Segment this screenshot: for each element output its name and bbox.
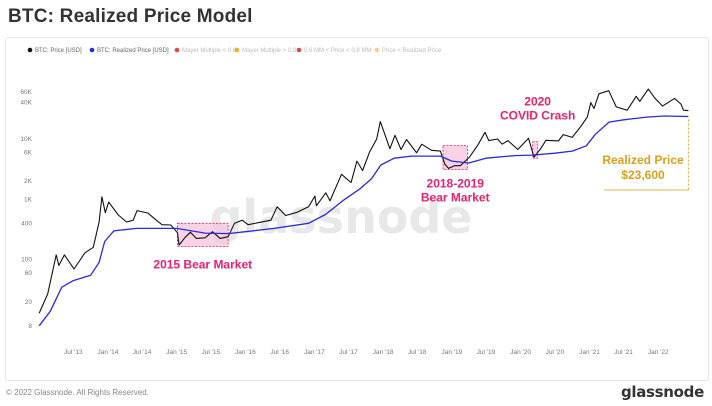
- x-tick-label-13: Jan '20: [510, 349, 531, 356]
- y-tick-label-1: 20: [25, 299, 33, 306]
- legend: BTC: Price [USD] BTC: Realized Price [USD…: [27, 47, 442, 54]
- y-tick-label-3: 100: [21, 257, 32, 264]
- x-tick-label-10: Jul '18: [408, 349, 427, 356]
- y-tick-label-2: 60: [25, 270, 33, 277]
- x-tick-label-8: Jul '17: [339, 349, 358, 356]
- watermark-text: glassnode: [210, 190, 473, 244]
- chart-svg: glassnode BTC: Price [USD] BTC: Realized …: [20, 47, 689, 356]
- x-tick-label-12: Jul '19: [477, 349, 496, 356]
- bear-2018-label-line2: Bear Market: [421, 191, 490, 205]
- covid-label-line2: COVID Crash: [500, 109, 575, 123]
- legend-marker-3: [234, 47, 240, 53]
- x-tick-label-6: Jul '16: [270, 349, 289, 356]
- legend-label-1: BTC: Realized Price [USD]: [97, 48, 169, 54]
- legend-label-2: Mayer Multiple < 0.6: [182, 48, 237, 54]
- y-tick-label-10: 60K: [20, 89, 32, 96]
- x-tick-label-3: Jan '15: [166, 349, 187, 356]
- x-tick-label-11: Jan '19: [441, 349, 462, 356]
- x-tick-label-2: Jul '14: [133, 349, 152, 356]
- y-tick-label-0: 8: [28, 323, 32, 330]
- copyright-text: © 2022 Glassnode. All Rights Reserved.: [6, 388, 149, 397]
- x-axis: Jul '13 Jan '14 Jul '14 Jan '15 Jul '15 Jan '…: [64, 349, 669, 356]
- realized-price-line: [38, 115, 689, 327]
- price-line: [38, 88, 689, 314]
- y-tick-label-4: 400: [21, 220, 32, 227]
- x-tick-label-17: Jan '22: [648, 349, 669, 356]
- bear-2015-label: 2015 Bear Market: [153, 258, 252, 272]
- legend-label-0: BTC: Price [USD]: [35, 48, 82, 54]
- y-tick-label-6: 2K: [24, 178, 33, 185]
- chart-card: glassnode BTC: Price [USD] BTC: Realized …: [5, 37, 709, 381]
- x-tick-label-5: Jan '16: [235, 349, 256, 356]
- page-title: BTC: Realized Price Model: [8, 6, 253, 27]
- highlight-boxes: [177, 141, 539, 247]
- y-tick-label-8: 10K: [20, 136, 32, 143]
- x-tick-label-14: Jul '20: [546, 349, 565, 356]
- y-axis: 8 20 60 100 400 1K 2K 6K 10K 40K 60K: [20, 89, 32, 330]
- x-tick-label-0: Jul '13: [64, 349, 83, 356]
- legend-marker-1: [89, 47, 95, 53]
- bear-2018-label-line1: 2018-2019: [427, 177, 485, 191]
- bear-2015-box: [177, 222, 229, 247]
- legend-label-3: Mayer Multiple > 0.8: [242, 48, 297, 54]
- legend-marker-5: [374, 47, 380, 53]
- x-tick-label-4: Jul '15: [201, 349, 220, 356]
- legend-marker-2: [174, 47, 180, 53]
- covid-label-line1: 2020: [524, 95, 551, 109]
- legend-label-5: Price < Realized Price: [382, 48, 442, 54]
- x-tick-label-9: Jan '18: [373, 349, 394, 356]
- covid-box: [532, 141, 539, 159]
- glassnode-logo[interactable]: glassnode: [620, 383, 704, 401]
- x-tick-label-15: Jan '21: [579, 349, 600, 356]
- y-tick-label-5: 1K: [24, 196, 33, 203]
- x-tick-label-1: Jan '14: [98, 349, 119, 356]
- realized-price-label-line1: Realized Price: [602, 153, 684, 167]
- legend-label-4: 0.6 MM < Price < 0.8 MM: [304, 48, 371, 54]
- x-tick-label-7: Jan '17: [304, 349, 325, 356]
- legend-marker-0: [27, 47, 33, 53]
- legend-marker-4: [296, 47, 302, 53]
- series-layer: [38, 88, 689, 327]
- y-tick-label-7: 6K: [24, 149, 33, 156]
- y-tick-label-9: 40K: [20, 100, 32, 107]
- x-tick-label-16: Jul '21: [614, 349, 633, 356]
- realized-price-label-line2: $23,600: [621, 168, 665, 182]
